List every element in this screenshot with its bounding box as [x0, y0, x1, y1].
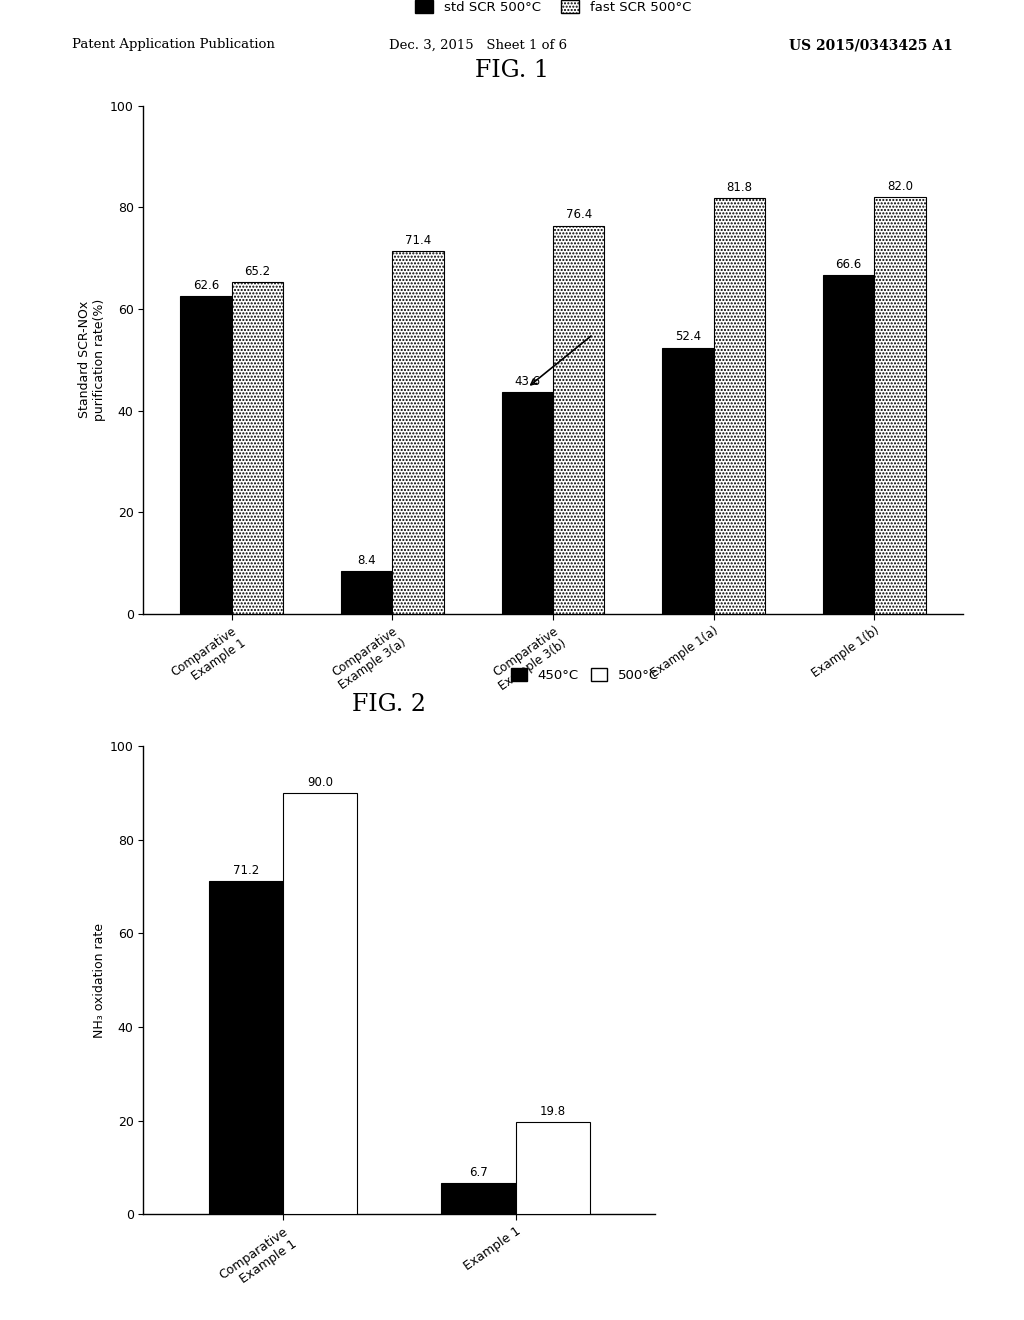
Text: 71.4: 71.4 — [404, 234, 431, 247]
Text: 82.0: 82.0 — [887, 180, 913, 193]
Text: 71.2: 71.2 — [232, 865, 259, 876]
Text: 6.7: 6.7 — [469, 1167, 487, 1179]
Text: FIG. 1: FIG. 1 — [475, 59, 549, 82]
Text: 62.6: 62.6 — [193, 279, 219, 292]
Text: Patent Application Publication: Patent Application Publication — [72, 38, 274, 51]
Bar — [209, 880, 283, 1214]
Bar — [231, 282, 283, 614]
Bar — [516, 1122, 590, 1214]
Legend: 450°C, 500°C: 450°C, 500°C — [511, 668, 659, 682]
Y-axis label: NH₃ oxidation rate: NH₃ oxidation rate — [92, 923, 105, 1038]
Y-axis label: Standard SCR-NOx
purification rate(%): Standard SCR-NOx purification rate(%) — [78, 298, 105, 421]
Bar — [441, 1183, 516, 1214]
Text: US 2015/0343425 A1: US 2015/0343425 A1 — [788, 38, 952, 53]
Bar — [874, 197, 926, 614]
Bar — [283, 792, 357, 1214]
Text: FIG. 2: FIG. 2 — [352, 693, 426, 715]
Bar — [553, 226, 604, 614]
Text: 19.8: 19.8 — [540, 1105, 566, 1118]
Text: 65.2: 65.2 — [245, 265, 270, 279]
Bar — [502, 392, 553, 614]
Bar — [823, 276, 874, 614]
Legend: std SCR 500°C, fast SCR 500°C: std SCR 500°C, fast SCR 500°C — [415, 0, 691, 15]
Text: 76.4: 76.4 — [565, 209, 592, 222]
Bar — [714, 198, 765, 614]
Text: 52.4: 52.4 — [675, 330, 701, 343]
Text: 81.8: 81.8 — [726, 181, 753, 194]
Bar — [392, 251, 443, 614]
Text: 66.6: 66.6 — [836, 259, 861, 272]
Text: 90.0: 90.0 — [307, 776, 333, 789]
Bar — [663, 347, 714, 614]
Bar — [341, 572, 392, 614]
Bar — [180, 296, 231, 614]
Text: Dec. 3, 2015   Sheet 1 of 6: Dec. 3, 2015 Sheet 1 of 6 — [389, 38, 567, 51]
Text: 8.4: 8.4 — [357, 554, 376, 568]
Text: 43.6: 43.6 — [514, 375, 541, 388]
